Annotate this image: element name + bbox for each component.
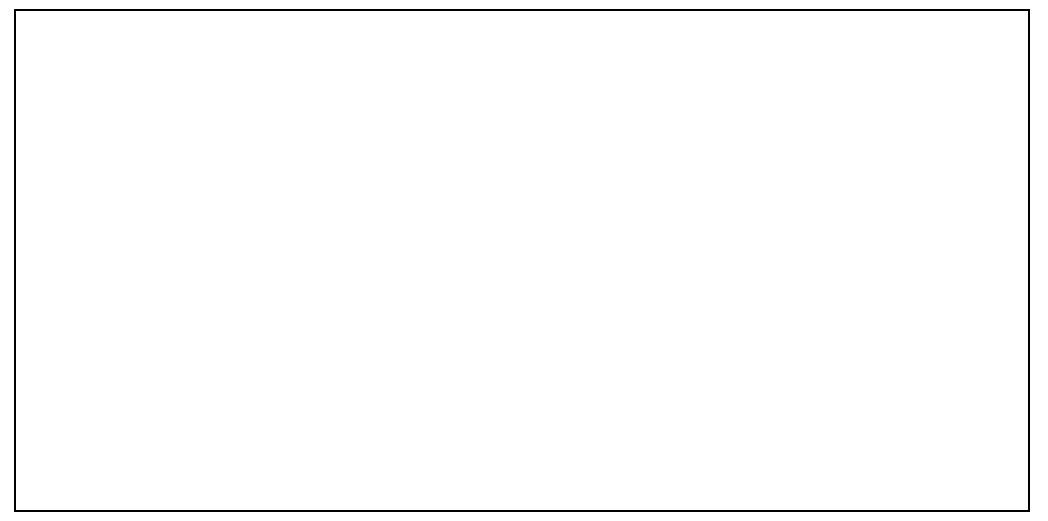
results-table — [14, 9, 1030, 512]
